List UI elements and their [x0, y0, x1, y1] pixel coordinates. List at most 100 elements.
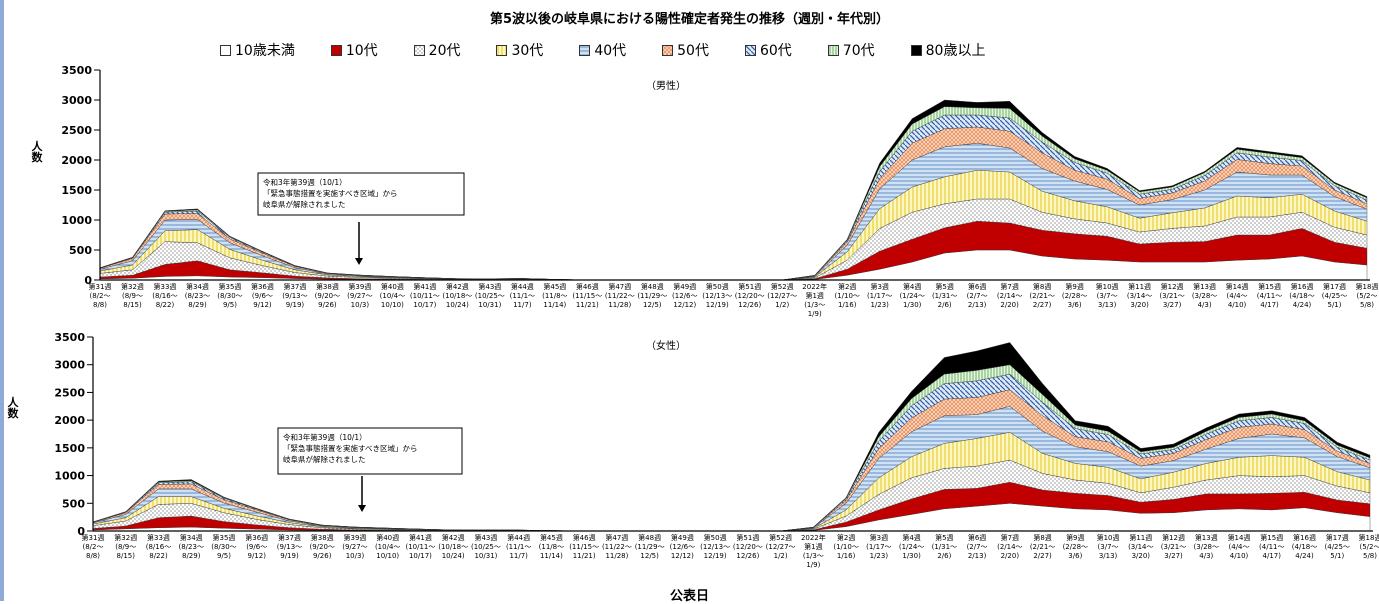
legend-swatch [910, 44, 922, 56]
legend-swatch [579, 44, 591, 56]
x-tick-label: 第36週(9/6～ 9/12) [245, 533, 268, 560]
legend-swatch [330, 44, 342, 56]
legend-label: 20代 [428, 43, 461, 59]
y-tick-label: 1000 [54, 470, 85, 483]
x-tick-label: 第38週(9/20～ 9/26) [309, 533, 334, 560]
x-tick-label: 第39週(9/27～ 10/3) [347, 282, 372, 309]
legend-item: 80歳以上 [910, 40, 986, 60]
legend-label: 50代 [677, 43, 709, 59]
x-tick-label: 第3週(1/17～ 1/23) [867, 282, 892, 309]
x-tick-label: 第6週(2/7～ 2/13) [967, 533, 988, 560]
legend-swatch [220, 44, 231, 56]
x-tick-label: 第37週(9/13～ 9/19) [277, 533, 302, 560]
y-tick-label: 3000 [54, 359, 85, 372]
annotation-text: 令和3年第39週（10/1）「緊急事態措置を実施すべき区域」から岐阜県が解除され… [283, 432, 417, 464]
x-tick-label: 第11週(3/14～ 3/20) [1127, 282, 1152, 309]
panel-0: 0 500 1000 1500 2000 2500 3000 3500 第31週(8/2～ 8/8… [61, 64, 1378, 318]
y-tick-label: 2500 [54, 386, 85, 399]
y-tick-label: 2000 [61, 154, 92, 167]
chart-title: 第5波以後の岐阜県における陽性確定者発生の推移（週別・年代別） [489, 12, 890, 27]
series-area [99, 99, 1368, 281]
legend-item: 20代 [413, 40, 461, 60]
x-tick-label: 第40週(10/4～ 10/10) [375, 533, 400, 560]
x-tick-label: 第33週(8/16～ 8/22) [146, 533, 171, 560]
annotation-box [277, 427, 463, 475]
x-tick-label: 第32週(8/9～ 8/15) [121, 282, 144, 309]
legend-label: 10歳未満 [235, 43, 295, 59]
x-tick-label: 第40週(10/4～ 10/10) [380, 282, 405, 309]
x-tick-label: 第46週(11/15～ 11/21) [569, 533, 599, 560]
x-tick-label: 第2週(1/10～ 1/16) [833, 533, 858, 560]
x-tick-label: 第9週(2/28～ 3/6) [1062, 282, 1087, 309]
y-tick-label: 500 [62, 497, 85, 510]
legend-label: 10代 [345, 43, 378, 59]
y-tick-label: 3000 [61, 94, 92, 107]
y-tick-label: 500 [69, 244, 92, 257]
x-tick-label: 第42週(10/18～ 10/24) [438, 533, 468, 560]
x-tick-label: 第11週(3/14～ 3/20) [1128, 533, 1153, 560]
x-tick-label: 第52週(12/27～ 1/2) [766, 533, 796, 560]
x-tick-label: 第17週(4/25～ 5/1) [1325, 533, 1350, 560]
x-tick-label: 第8週(2/21～ 2/27) [1030, 533, 1055, 560]
legend-swatch [662, 44, 674, 56]
x-tick-label: 第3週(1/17～ 1/23) [866, 533, 891, 560]
legend-item: 50代 [662, 40, 709, 60]
y-tick-label: 1500 [54, 442, 85, 455]
annotation-text: 令和3年第39週（10/1）「緊急事態措置を実施すべき区域」から岐阜県が解除され… [263, 177, 397, 209]
x-tick-label: 第34週(8/23～ 8/29) [185, 282, 210, 309]
legend-item: 30代 [496, 40, 543, 60]
x-tick-label: 第17週(4/25～ 5/1) [1322, 282, 1347, 309]
y-tick-label: 0 [77, 525, 85, 538]
x-tick-label: 第5週(1/31～ 2/6) [932, 533, 957, 560]
x-tick-label: 第13週(3/28～ 4/3) [1194, 533, 1219, 560]
x-tick-label: 第33週(8/16～ 8/22) [152, 282, 177, 309]
y-tick-label: 3500 [54, 331, 85, 344]
legend-item: 10歳未満 [220, 40, 295, 60]
x-tick-label: 第43週(10/25～ 10/31) [475, 282, 505, 309]
legend-label: 80歳以上 [925, 43, 986, 59]
x-tick-label: 第18週(5/2～ 5/8) [1359, 533, 1379, 560]
legend-label: 30代 [511, 43, 544, 59]
x-tick-label: 第7週(2/14～ 2/20) [997, 282, 1022, 309]
x-tick-label: 2022年第1週(1/3～ 1/9) [801, 533, 826, 569]
x-tick-label: 第14週(4/4～ 4/10) [1226, 282, 1249, 309]
x-tick-label: 第12週(3/21～ 3/27) [1161, 533, 1186, 560]
x-tick-label: 第42週(10/18～ 10/24) [442, 282, 472, 309]
left-accent-bar [0, 0, 4, 601]
y-tick-label: 3500 [61, 64, 92, 77]
legend-label: 70代 [842, 43, 875, 59]
x-tick-label: 第51週(12/20～ 12/26) [733, 533, 763, 560]
x-tick-label: 第12週(3/21～ 3/27) [1159, 282, 1184, 309]
x-tick-label: 第8週(2/21～ 2/27) [1029, 282, 1054, 309]
x-tick-label: 第47週(11/22～ 11/28) [605, 282, 635, 309]
x-tick-label: 第18週(5/2～ 5/8) [1356, 282, 1379, 309]
x-tick-label: 第15週(4/11～ 4/17) [1257, 282, 1282, 309]
x-tick-label: 第10週(3/7～ 3/13) [1096, 282, 1119, 309]
x-tick-label: 第31週(8/2～ 8/8) [89, 282, 112, 309]
x-tick-label: 第48週(11/29～ 12/5) [635, 533, 665, 560]
y-tick-label: 1500 [61, 184, 92, 197]
x-tick-label: 第35週(8/30～ 9/5) [217, 282, 242, 309]
x-tick-label: 第46週(11/15～ 11/21) [572, 282, 602, 309]
x-tick-label: 第5週(1/31～ 2/6) [932, 282, 957, 309]
x-tick-label: 第14週(4/4～ 4/10) [1228, 533, 1251, 560]
legend-item: 60代 [744, 40, 792, 60]
x-tick-label: 第44週(11/1～ 11/7) [510, 282, 535, 309]
x-tick-label: 第50週(12/13～ 12/19) [702, 282, 732, 309]
legend-swatch [827, 44, 839, 56]
x-tick-label: 第51週(12/20～ 12/26) [735, 282, 765, 309]
x-tick-label: 第44週(11/1～ 11/7) [506, 533, 531, 560]
annotation-arrowhead [358, 505, 366, 512]
y-axis-label-bottom: 人数 [7, 396, 19, 420]
x-tick-label: 第9週(2/28～ 3/6) [1063, 533, 1088, 560]
y-tick-label: 0 [84, 274, 92, 287]
x-tick-label: 第47週(11/22～ 11/28) [602, 533, 632, 560]
annotation-arrowhead [355, 258, 363, 265]
legend-item: 10代 [330, 40, 378, 60]
legend-swatch [744, 44, 756, 56]
y-tick-label: 1000 [61, 214, 92, 227]
y-axis-label-top: 人数 [31, 140, 43, 164]
panel-1: 0 500 1000 1500 2000 2500 3000 3500 第31週(8/2～ 8/8… [54, 331, 1379, 569]
x-tick-label: 第4週(1/24～ 1/30) [899, 533, 924, 560]
